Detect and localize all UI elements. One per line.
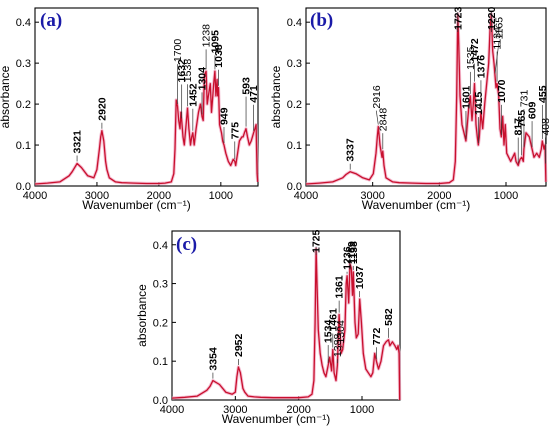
x-tick-label: 1000	[350, 404, 374, 416]
peak-label: 1070	[496, 79, 508, 103]
peak-label: 775	[229, 122, 241, 140]
y-tick-label: 0.1	[16, 140, 31, 152]
peak-leader	[340, 345, 343, 348]
peak-label: 1472	[469, 38, 481, 62]
peak-label: 772	[371, 328, 383, 346]
plot-frame	[171, 230, 401, 401]
y-tick-label: 0.0	[153, 395, 168, 407]
plot-frame	[34, 7, 259, 187]
y-axis-title: absorbance	[135, 284, 149, 347]
x-tick-label: 3000	[223, 404, 247, 416]
peak-label: 593	[241, 77, 253, 95]
peak-label: 1376	[475, 55, 487, 79]
panel-label: (a)	[40, 10, 62, 31]
peak-label: 1238	[201, 24, 213, 48]
peak-label: 1452	[187, 83, 199, 107]
peak-label: 609	[527, 101, 539, 119]
peak-label: 2916	[371, 85, 383, 109]
peak-label: 1134	[492, 27, 504, 50]
peak-label: 1361	[334, 275, 346, 299]
peak-label: 1601	[460, 85, 472, 109]
x-tick-label: 2000	[286, 404, 310, 416]
y-tick-label: 0.4	[16, 17, 31, 29]
y-tick-label: 0.3	[16, 58, 31, 70]
peak-label: 1415	[473, 92, 485, 116]
spectrum-line	[171, 247, 401, 401]
y-axis-title: absorbance	[269, 65, 283, 128]
peak-label: 1538	[182, 59, 194, 83]
peak-label: 2920	[96, 97, 108, 121]
spectrum-panel: 0.0 0.1 0.2 0.3 0.4 4000 3000 2000 1000 Wavenumbe…	[269, 6, 550, 212]
peak-label: 1461	[327, 308, 339, 332]
peak-label: 1304	[197, 67, 209, 91]
x-tick-label: 4000	[294, 190, 318, 202]
y-tick-label: 0.3	[287, 58, 302, 70]
peak-label: 1700	[172, 39, 184, 63]
x-tick-label: 1000	[494, 190, 518, 202]
peak-label: 1038	[213, 44, 225, 68]
y-axis-title: absorbance	[0, 65, 12, 128]
peak-label: 1236	[342, 246, 354, 270]
x-axis-title: Wavenumber (cm⁻¹)	[82, 198, 191, 212]
peak-label: 1723	[452, 6, 464, 30]
y-tick-label: 0.0	[287, 181, 302, 193]
peak-label: 1725	[311, 229, 323, 253]
plot-frame	[305, 7, 547, 187]
peak-label: 1534	[323, 320, 335, 344]
panel-label: (b)	[310, 10, 333, 31]
peak-label: 1165	[494, 17, 506, 40]
peak-label: 949	[218, 107, 230, 125]
x-tick-label: 2000	[427, 190, 451, 202]
y-tick-label: 0.2	[153, 317, 168, 329]
peak-label: 471	[248, 85, 260, 103]
peak-label: 3321	[72, 130, 84, 154]
spectrum-panel: 0.0 0.1 0.2 0.3 0.4 4000 3000 2000 1000 Wavenumbe…	[135, 229, 402, 426]
y-tick-label: 0.0	[16, 181, 31, 193]
peak-label: 1388	[332, 334, 344, 358]
peak-label: 1632	[176, 59, 188, 83]
x-tick-label: 2000	[147, 190, 171, 202]
y-tick-label: 0.2	[16, 99, 31, 111]
spectrum-line	[305, 13, 547, 185]
peak-label: 3337	[345, 138, 357, 162]
y-tick-label: 0.2	[287, 99, 302, 111]
peak-label: 582	[383, 308, 395, 326]
peak-label: 1037	[354, 266, 366, 290]
y-tick-label: 0.3	[153, 279, 168, 291]
y-tick-label: 0.1	[287, 140, 302, 152]
peak-label: 455	[537, 85, 549, 103]
peak-label: 408	[540, 118, 550, 136]
spectrum-line	[34, 70, 259, 185]
peak-label: 1535	[465, 46, 477, 70]
x-tick-label: 3000	[85, 190, 109, 202]
peak-label: 3354	[207, 347, 219, 371]
peak-label: 765	[516, 110, 528, 128]
y-tick-label: 0.4	[287, 17, 302, 29]
x-tick-label: 4000	[23, 190, 47, 202]
peak-label: 1304	[335, 320, 347, 344]
x-tick-label: 4000	[160, 404, 184, 416]
peak-leader	[375, 110, 379, 125]
x-axis-title: Wavenumber (cm⁻¹)	[222, 412, 331, 426]
y-tick-label: 0.4	[153, 240, 168, 252]
peak-label: 731	[518, 89, 530, 107]
x-tick-label: 3000	[360, 190, 384, 202]
x-axis-title: Wavenumber (cm⁻¹)	[362, 198, 471, 212]
spectrum-panel: 0.0 0.1 0.2 0.3 0.4 4000 3000 2000 1000 Wavenumbe…	[0, 7, 260, 212]
y-tick-label: 0.1	[153, 356, 168, 368]
x-tick-label: 1000	[209, 190, 233, 202]
peak-label: 1138	[348, 241, 360, 264]
peak-label: 1220	[486, 6, 498, 30]
peak-label: 1169	[346, 241, 358, 264]
peak-label: 1095	[209, 30, 221, 54]
panel-label: (c)	[176, 234, 197, 255]
peak-label: 2952	[233, 333, 245, 357]
peak-label: 2848	[377, 108, 389, 132]
